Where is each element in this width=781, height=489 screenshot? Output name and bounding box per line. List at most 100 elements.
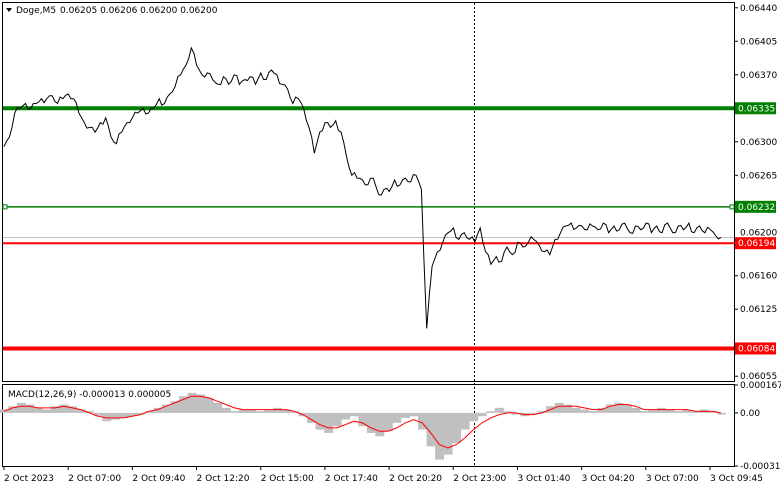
macd-bar xyxy=(187,392,197,413)
macd-bar xyxy=(503,411,513,413)
level-price-tag xyxy=(735,237,776,250)
price-tick-label: 0.06370 xyxy=(740,71,777,81)
macd-bar xyxy=(605,404,615,413)
level-anchor[interactable] xyxy=(2,204,8,210)
macd-bar xyxy=(409,412,419,417)
price-series-line xyxy=(3,46,722,329)
macd-bar xyxy=(238,409,248,413)
time-tick-label: 2 Oct 09:40 xyxy=(132,474,185,484)
macd-bar xyxy=(469,412,479,422)
time-tick-label: 2 Oct 2023 xyxy=(4,474,54,484)
price-tick-label: 0.06125 xyxy=(740,305,777,315)
dropdown-triangle-icon[interactable] xyxy=(6,8,12,12)
level-price-label: 0.06232 xyxy=(738,203,775,213)
macd-bar xyxy=(452,412,462,443)
macd-bar xyxy=(392,412,402,423)
level-price-tag xyxy=(735,200,776,213)
macd-bar xyxy=(33,407,43,413)
ohlc-values: 0.06205 0.06206 0.06200 0.06200 xyxy=(60,6,218,16)
macd-bar xyxy=(221,407,231,413)
macd-bar xyxy=(511,412,521,415)
macd-signal-line xyxy=(3,395,722,449)
level-price-label: 0.06084 xyxy=(738,344,775,354)
macd-bar xyxy=(204,397,214,413)
macd-bar xyxy=(443,412,453,455)
macd-bar xyxy=(494,407,504,413)
macd-histogram xyxy=(0,392,726,460)
macd-bar xyxy=(537,411,547,413)
macd-bar xyxy=(400,412,410,418)
macd-bar xyxy=(657,407,666,413)
time-tick-label: 3 Oct 07:00 xyxy=(646,474,699,484)
time-tick-label: 3 Oct 04:20 xyxy=(582,474,635,484)
main-plot-frame xyxy=(2,2,735,382)
macd-bar xyxy=(665,409,675,413)
price-tick-label: 0.06440 xyxy=(740,4,777,14)
macd-bar xyxy=(648,409,658,413)
macd-bar xyxy=(281,409,291,413)
macd-bar xyxy=(477,412,487,417)
level-price-label: 0.06194 xyxy=(738,239,775,249)
macd-bar xyxy=(691,411,701,413)
macd-bar xyxy=(127,412,137,417)
macd-bar xyxy=(119,412,129,418)
macd-bar xyxy=(580,409,590,413)
time-tick-label: 2 Oct 23:00 xyxy=(453,474,506,484)
macd-bar xyxy=(42,409,52,413)
macd-bar xyxy=(622,404,632,413)
macd-bar xyxy=(708,411,718,413)
macd-bar xyxy=(528,412,538,415)
macd-bar xyxy=(588,411,598,413)
macd-bar xyxy=(486,411,496,413)
macd-bar xyxy=(571,407,581,413)
time-tick-label: 3 Oct 09:45 xyxy=(710,474,763,484)
macd-tick-label: -0.000318 xyxy=(740,462,781,472)
macd-bar xyxy=(255,411,265,413)
macd-bar xyxy=(93,412,103,417)
price-tick-label: 0.06055 xyxy=(740,372,777,382)
macd-bar xyxy=(614,402,624,413)
macd-bar xyxy=(358,412,368,427)
level-price-tag xyxy=(735,342,776,355)
macd-bar xyxy=(383,412,393,432)
macd-bar xyxy=(315,412,325,430)
macd-axis: 0.000167 0.00 -0.000318 xyxy=(734,381,781,472)
macd-bar xyxy=(460,412,470,430)
price-tick-label: 0.06160 xyxy=(740,272,777,282)
macd-bar xyxy=(102,412,112,422)
macd-bar xyxy=(59,404,69,413)
macd-bar xyxy=(597,407,607,413)
macd-bar xyxy=(639,411,649,413)
macd-bar xyxy=(332,412,342,427)
macd-bar xyxy=(68,406,78,413)
macd-bar xyxy=(230,411,240,413)
time-tick-label: 3 Oct 01:40 xyxy=(517,474,570,484)
macd-bar xyxy=(324,412,334,433)
price-tick-label: 0.06300 xyxy=(740,138,777,148)
macd-bar xyxy=(682,409,692,413)
macd-bar xyxy=(153,407,163,413)
macd-bar xyxy=(179,396,188,413)
macd-bar xyxy=(426,412,436,447)
level-price-tag xyxy=(735,102,776,115)
time-axis: 2 Oct 2023 2 Oct 07:00 2 Oct 09:40 2 Oct 12… xyxy=(3,466,763,484)
macd-bar xyxy=(289,411,299,413)
macd-bar xyxy=(563,404,573,413)
price-tick-label: 0.06405 xyxy=(740,37,777,47)
current-price-label: 0.06200 xyxy=(740,228,777,238)
macd-bar xyxy=(110,412,120,420)
macd-bar xyxy=(25,404,35,413)
macd-bar xyxy=(213,402,223,413)
symbol-label: Doge,M5 xyxy=(16,6,56,16)
time-tick-label: 2 Oct 15:00 xyxy=(261,474,314,484)
macd-bar xyxy=(366,412,376,433)
macd-bar xyxy=(307,412,317,423)
macd-bar xyxy=(16,402,26,413)
price-levels: 0.06335 0.06232 0.06194 0.06084 0.06200 xyxy=(2,102,777,355)
macd-title: MACD(12,26,9) -0.000013 0.000005 xyxy=(8,390,171,400)
level-price-label: 0.06335 xyxy=(738,104,775,114)
level-anchor[interactable] xyxy=(729,204,735,210)
macd-bar xyxy=(631,407,641,413)
macd-bar xyxy=(264,409,274,413)
